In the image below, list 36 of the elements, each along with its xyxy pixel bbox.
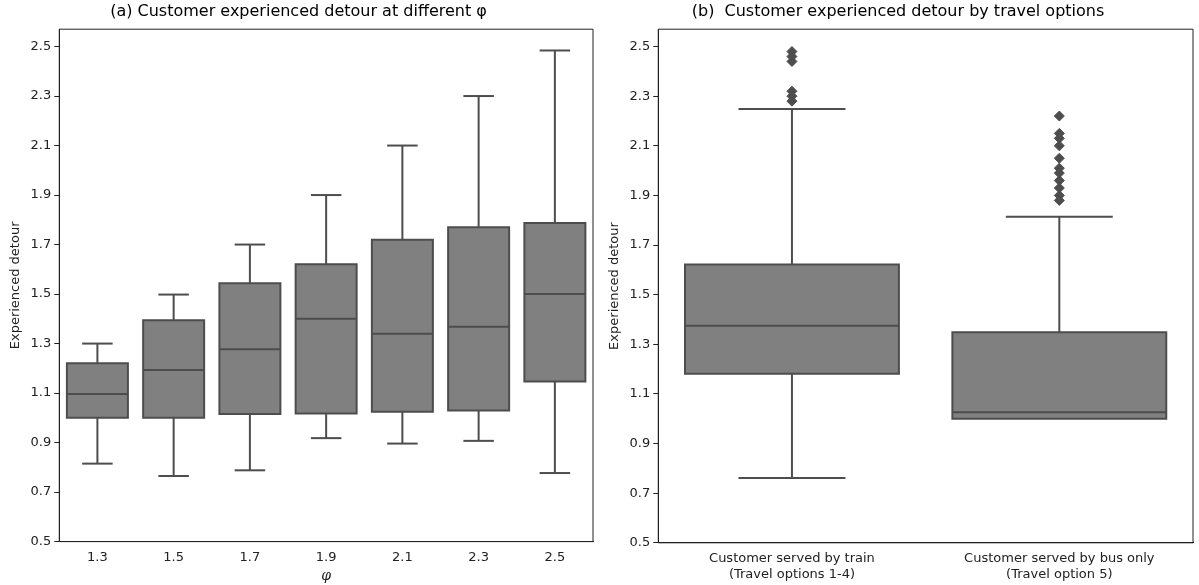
y-tick-label: 2.3 [30,87,52,103]
y-tick-label: 2.5 [629,37,651,53]
y-tick-label: 0.5 [629,534,651,550]
y-tick-label: 0.7 [30,483,52,499]
x-tick-label: 1.7 [239,548,261,564]
y-tick-label: 1.5 [629,286,651,302]
y-tick-label: 1.3 [629,335,651,351]
y-tick-label: 1.7 [30,235,52,251]
y-tick-label: 1.9 [30,186,52,202]
chart-title: (b) Customer experienced detour by travel options [691,0,1105,20]
y-tick-label: 0.9 [30,433,52,449]
chart-title: (a) Customer experienced detour at different φ [110,0,487,20]
y-tick-label: 1.5 [30,285,52,301]
y-tick-label: 1.1 [629,385,651,401]
y-tick-label: 0.7 [629,484,651,500]
x-axis-title: φ [321,567,332,584]
x-tick-label: 1.9 [315,548,337,564]
x-tick-label: Customer served by bus only (Travel option 5) [964,549,1155,581]
y-tick-label: 1.7 [629,236,651,252]
y-tick-label: 0.5 [30,532,52,548]
y-tick-label: 1.1 [30,384,52,400]
y-axis-title: Experienced detour [606,221,622,350]
y-tick-label: 1.9 [629,186,651,202]
x-tick-label: 2.3 [468,548,489,564]
y-tick-label: 1.3 [30,334,52,350]
y-tick-label: 2.3 [629,87,651,103]
y-tick-label: 2.5 [30,37,52,53]
y-axis-title: Experienced detour [7,220,23,350]
x-tick-label: 2.5 [544,548,566,564]
y-tick-label: 2.1 [30,136,52,152]
x-tick-label: 1.5 [163,548,184,564]
y-tick-label: 2.1 [629,137,651,153]
x-tick-label: 1.3 [87,548,108,564]
x-tick-label: 2.1 [392,548,413,564]
x-tick-label: Customer served by train (Travel options 1-4) [709,549,875,581]
y-tick-label: 0.9 [629,434,651,450]
